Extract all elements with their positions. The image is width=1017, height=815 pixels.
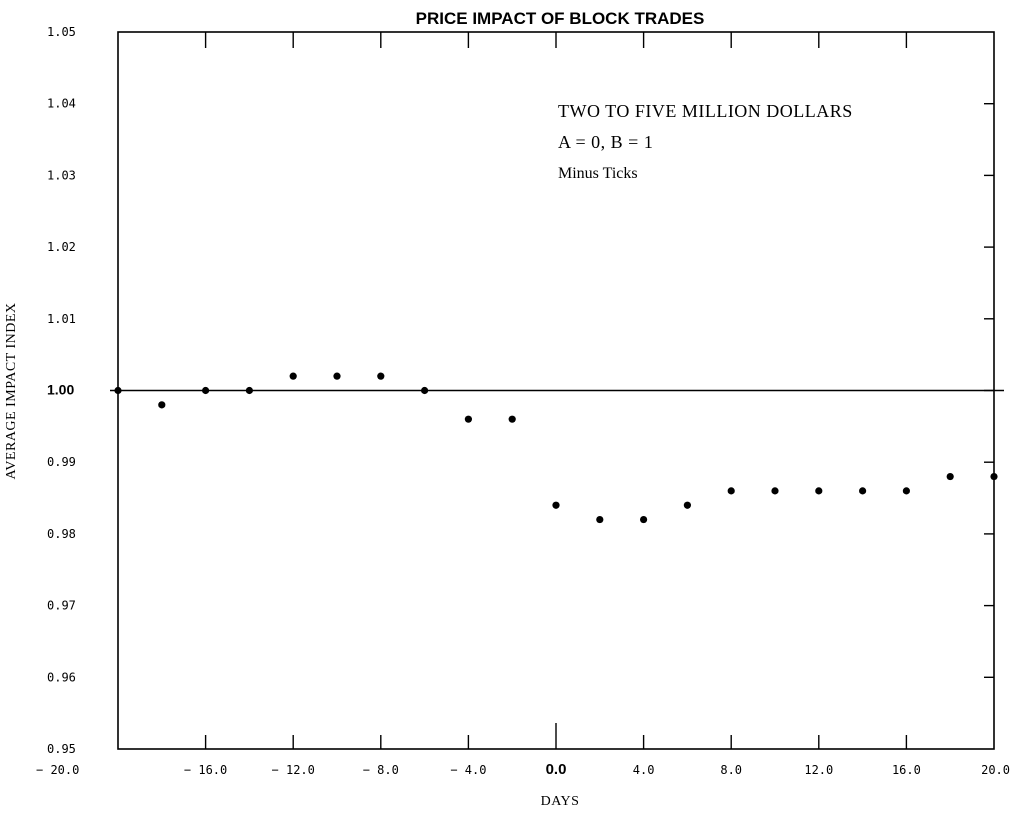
- annotation-title: TWO TO FIVE MILLION DOLLARS: [558, 101, 853, 121]
- y-tick-labels: 0.95 0.96 0.97 0.98 0.99 1.00 1.01 1.02 1.03 1.04…: [47, 25, 76, 756]
- data-point: [245, 386, 253, 395]
- y-tick-label: 1.04: [47, 97, 76, 111]
- x-tick-labels: − 20.0 − 16.0 − 12.0 − 8.0 − 4.0 0.0 4.0 8.0 12.…: [36, 761, 1010, 778]
- x-tick-label: 16.0: [892, 763, 921, 777]
- data-point: [289, 372, 297, 380]
- data-point: [421, 386, 429, 395]
- x-tick-label: − 8.0: [363, 763, 399, 777]
- data-point: [552, 501, 560, 509]
- x-tick-label: 12.0: [804, 763, 833, 777]
- x-tick-label: 4.0: [633, 763, 655, 777]
- data-point: [727, 487, 735, 495]
- data-point: [946, 472, 954, 481]
- x-tick-label: 20.0: [981, 763, 1010, 777]
- data-point: [464, 415, 472, 423]
- x-tick-label: − 20.0: [36, 763, 79, 777]
- x-tick-label: 0.0: [546, 761, 567, 778]
- x-tick-label: − 4.0: [450, 763, 486, 777]
- data-point: [815, 487, 823, 495]
- data-point: [202, 386, 210, 395]
- y-axis-label: AVERAGE IMPACT INDEX: [4, 303, 19, 480]
- x-tick-label: 8.0: [720, 763, 742, 777]
- annotation-params: A = 0, B = 1: [558, 132, 653, 152]
- y-tick-label: 0.95: [47, 742, 76, 756]
- y-tick-label: 0.97: [47, 599, 76, 613]
- annotation-ticks: Minus Ticks: [558, 165, 638, 182]
- y-tick-label: 1.02: [47, 240, 76, 254]
- y-tick-label: 0.96: [47, 670, 76, 684]
- data-point: [771, 487, 779, 495]
- data-point: [640, 515, 648, 524]
- y-tick-label: 1.05: [47, 25, 76, 39]
- y-tick-label: 0.98: [47, 527, 76, 541]
- y-tick-label: 0.99: [47, 455, 76, 469]
- x-tick-label: − 16.0: [184, 763, 227, 777]
- data-points: [114, 372, 998, 524]
- y-tick-label: 1.00: [47, 382, 74, 398]
- axis-ticks: [204, 32, 994, 749]
- data-point: [683, 501, 692, 509]
- y-tick-label: 1.03: [47, 168, 76, 182]
- data-point: [114, 386, 122, 395]
- data-point: [508, 415, 516, 423]
- data-point: [596, 515, 604, 524]
- data-point: [333, 372, 341, 380]
- x-tick-label: − 12.0: [272, 763, 315, 777]
- data-point: [158, 401, 166, 409]
- chart-title: PRICE IMPACT OF BLOCK TRADES: [416, 9, 705, 28]
- data-point: [859, 487, 867, 495]
- data-point: [902, 487, 911, 495]
- data-point: [990, 472, 998, 481]
- data-point: [377, 372, 385, 380]
- x-axis-label: DAYS: [541, 794, 580, 809]
- y-tick-label: 1.01: [47, 312, 76, 326]
